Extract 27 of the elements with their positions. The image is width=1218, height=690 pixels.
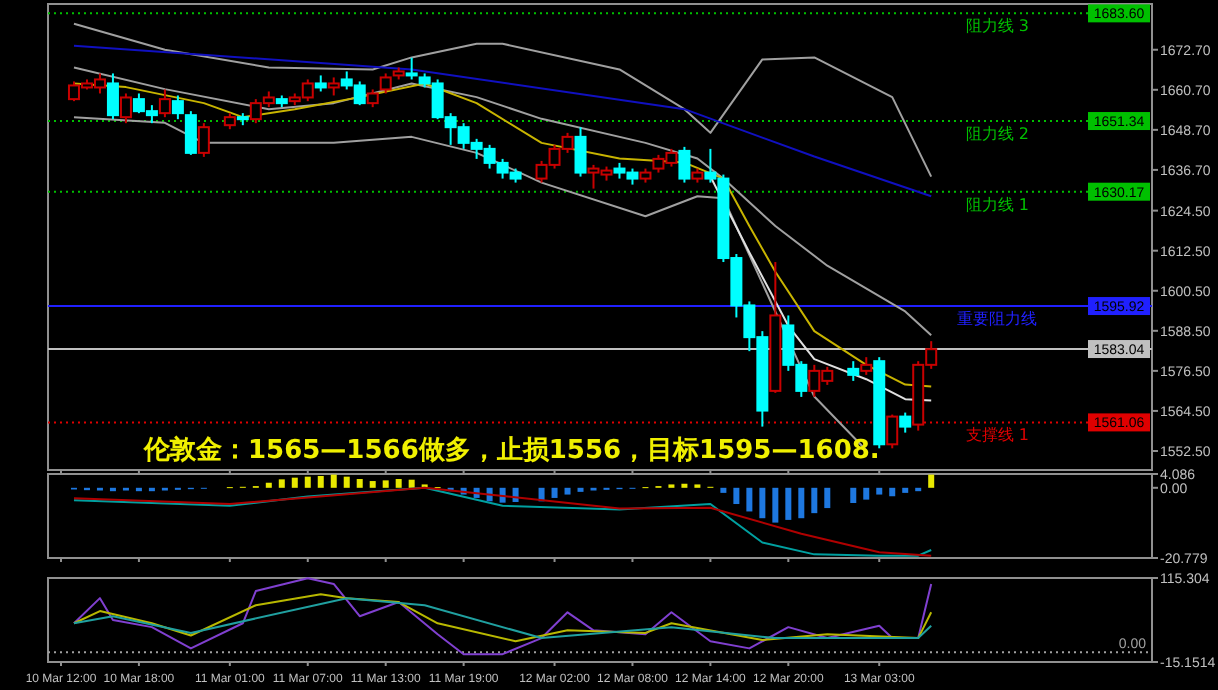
bar	[356, 479, 363, 488]
bar	[408, 479, 415, 488]
bar	[330, 474, 337, 488]
bar	[343, 476, 350, 488]
bar	[382, 480, 389, 488]
bar	[369, 481, 376, 488]
ref-line-label: 重要阻力线	[957, 310, 1038, 329]
bar	[772, 487, 779, 523]
bar	[928, 474, 935, 488]
bar	[733, 487, 740, 505]
bar	[759, 487, 766, 519]
bar	[824, 487, 831, 509]
bar	[395, 479, 402, 488]
bar	[798, 487, 805, 519]
bar	[811, 487, 818, 514]
bar	[291, 477, 298, 488]
bar	[785, 487, 792, 520]
bar	[278, 479, 285, 488]
ref-line-label: 支撑线 1	[965, 426, 1030, 445]
bar	[746, 487, 753, 512]
ref-line-label: 阻力线 3	[965, 17, 1030, 36]
bar	[317, 475, 324, 488]
annotation: 伦敦金：1565—1566做多，止损1556，目标1595—1608.	[142, 434, 880, 466]
bar	[720, 487, 727, 493]
ref-line-label: 阻力线 1	[965, 195, 1030, 214]
ref-line-label: 阻力线 2	[965, 125, 1030, 144]
bar	[304, 476, 311, 488]
